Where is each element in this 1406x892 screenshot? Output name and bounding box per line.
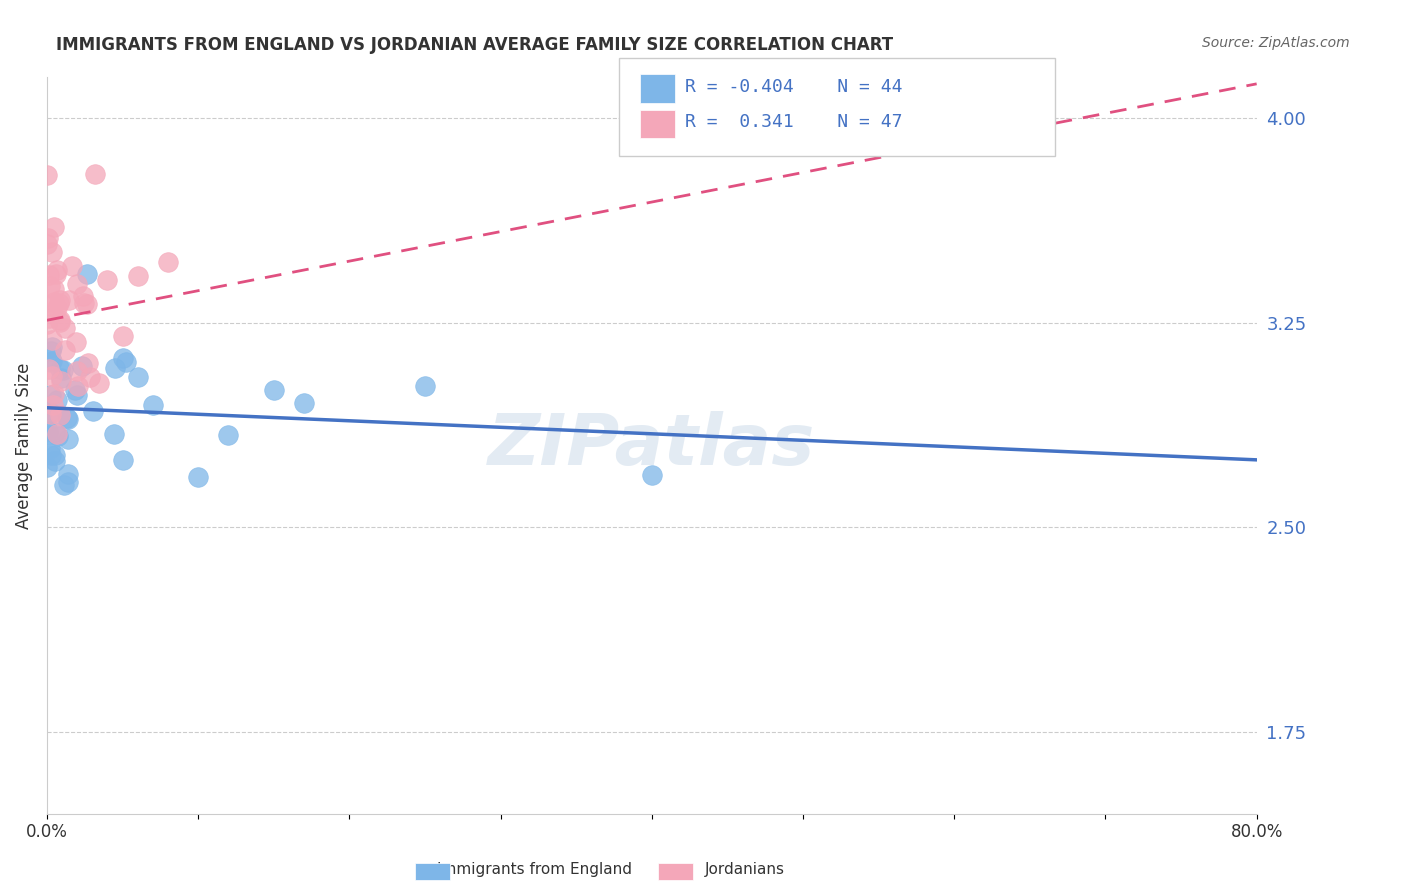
Text: IMMIGRANTS FROM ENGLAND VS JORDANIAN AVERAGE FAMILY SIZE CORRELATION CHART: IMMIGRANTS FROM ENGLAND VS JORDANIAN AVE… — [56, 36, 893, 54]
Point — [39, 279, 62, 293]
Point — [641, 468, 664, 483]
Point — [38, 268, 60, 282]
Point — [53, 343, 76, 358]
Point — [48, 296, 70, 310]
Point — [46, 428, 69, 442]
Point — [58, 467, 80, 481]
Point — [44, 425, 66, 439]
Text: R =  0.341    N = 47: R = 0.341 N = 47 — [685, 113, 903, 131]
Point — [217, 427, 239, 442]
Point — [66, 387, 89, 401]
Point — [84, 167, 107, 181]
Y-axis label: Average Family Size: Average Family Size — [15, 362, 32, 529]
Point — [56, 410, 79, 425]
Text: Jordanians: Jordanians — [706, 863, 785, 877]
Point — [49, 313, 72, 327]
Point — [111, 452, 134, 467]
Point — [49, 375, 72, 389]
Point — [44, 448, 66, 462]
Point — [41, 355, 63, 369]
Point — [37, 168, 59, 182]
Point — [62, 259, 84, 273]
Point — [41, 245, 63, 260]
Point — [45, 267, 67, 281]
Point — [112, 351, 135, 365]
Point — [44, 387, 66, 401]
Point — [42, 282, 65, 296]
Point — [65, 335, 87, 350]
Point — [263, 383, 285, 397]
Point — [41, 340, 63, 354]
Point — [58, 293, 80, 307]
Point — [41, 299, 63, 313]
Point — [37, 459, 59, 474]
Point — [46, 427, 69, 442]
Point — [96, 273, 118, 287]
Point — [56, 475, 79, 489]
Point — [413, 378, 436, 392]
Point — [39, 442, 62, 456]
Point — [49, 371, 72, 385]
Point — [41, 368, 63, 383]
Point — [38, 311, 60, 326]
Point — [41, 334, 63, 348]
Point — [39, 344, 62, 359]
Point — [41, 387, 63, 401]
Point — [63, 383, 86, 397]
Point — [49, 315, 72, 329]
Point — [39, 406, 62, 420]
Point — [46, 392, 69, 407]
Point — [48, 361, 70, 376]
Point — [41, 354, 63, 368]
Point — [56, 412, 79, 426]
Point — [37, 231, 59, 245]
Point — [79, 370, 101, 384]
Point — [187, 470, 209, 484]
Point — [292, 395, 315, 409]
Point — [82, 404, 104, 418]
Point — [46, 263, 69, 277]
Point — [66, 378, 89, 392]
Point — [66, 364, 89, 378]
Point — [52, 477, 75, 491]
Point — [66, 277, 89, 291]
Point — [35, 237, 58, 252]
Point — [76, 297, 98, 311]
Point — [127, 269, 149, 284]
Point — [76, 267, 98, 281]
Point — [49, 408, 72, 422]
Point — [49, 293, 72, 308]
Point — [111, 329, 134, 343]
Point — [103, 427, 125, 442]
Point — [52, 363, 75, 377]
Text: ZIPatlas: ZIPatlas — [488, 411, 815, 480]
Point — [72, 289, 94, 303]
Point — [39, 448, 62, 462]
Point — [37, 407, 59, 421]
Point — [142, 398, 165, 412]
Point — [53, 320, 76, 334]
Point — [127, 369, 149, 384]
Point — [42, 220, 65, 235]
Point — [73, 296, 96, 310]
Point — [37, 318, 59, 332]
Text: R = -0.404    N = 44: R = -0.404 N = 44 — [685, 78, 903, 95]
Point — [39, 408, 62, 422]
Point — [44, 454, 66, 468]
Point — [77, 356, 100, 370]
Point — [56, 432, 79, 446]
Point — [104, 361, 127, 376]
Point — [42, 295, 65, 310]
Point — [45, 301, 67, 316]
Point — [37, 424, 59, 438]
Point — [38, 362, 60, 376]
Point — [42, 398, 65, 412]
Point — [115, 355, 138, 369]
Text: Source: ZipAtlas.com: Source: ZipAtlas.com — [1202, 36, 1350, 50]
Point — [87, 376, 110, 391]
Point — [156, 254, 179, 268]
Point — [37, 428, 59, 442]
Point — [70, 359, 93, 373]
Text: Immigrants from England: Immigrants from England — [437, 863, 631, 877]
